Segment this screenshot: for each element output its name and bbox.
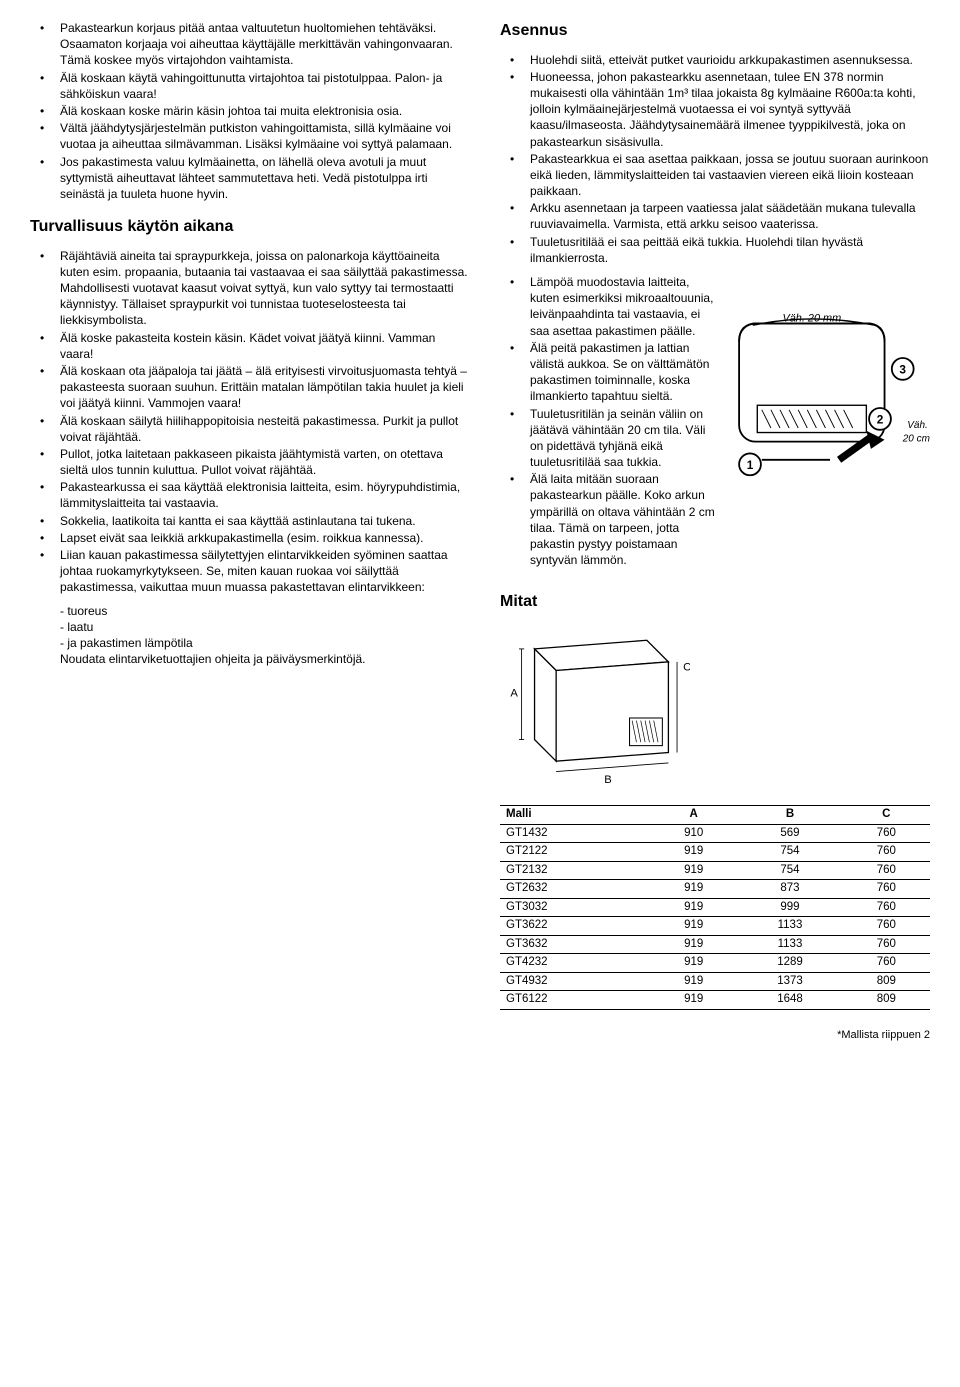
list-item: Älä koskaan säilytä hiilihappopitoisia n… [30, 413, 470, 445]
heading-dims: Mitat [500, 591, 930, 613]
table-row: GT61229191648809 [500, 991, 930, 1010]
list-item: Arkku asennetaan ja tarpeen vaatiessa ja… [500, 200, 930, 232]
svg-text:3: 3 [899, 362, 906, 376]
table-row: GT42329191289760 [500, 954, 930, 973]
safety-list: Räjähtäviä aineita tai spraypurkkeja, jo… [30, 248, 470, 596]
heading-install: Asennus [500, 20, 930, 42]
list-item: Lapset eivät saa leikkiä arkkupakastimel… [30, 530, 470, 546]
table-row: GT49329191373809 [500, 972, 930, 991]
table-row: GT2632919873760 [500, 880, 930, 899]
list-item: Räjähtäviä aineita tai spraypurkkeja, jo… [30, 248, 470, 329]
list-item: Pakastearkussa ei saa käyttää elektronis… [30, 479, 470, 511]
svg-text:2: 2 [877, 412, 884, 426]
list-item: Älä koskaan koske märin käsin johtoa tai… [30, 103, 470, 119]
table-row: GT2122919754760 [500, 843, 930, 862]
svg-text:C: C [683, 661, 690, 673]
dimensions-diagram: A B C [500, 623, 690, 791]
table-row: GT36329191133760 [500, 935, 930, 954]
table-header: Malli [500, 806, 650, 825]
list-item: Pakastearkkua ei saa asettaa paikkaan, j… [500, 151, 930, 200]
install-list-a: Huolehdi siitä, etteivät putket vaurioid… [500, 52, 930, 266]
list-item: Vältä jäähdytysjärjestelmän putkiston va… [30, 120, 470, 152]
list-item: Jos pakastimesta valuu kylmäainetta, on … [30, 154, 470, 203]
list-item: Älä koskaan ota jääpaloja tai jäätä – äl… [30, 363, 470, 412]
svg-text:1: 1 [747, 458, 754, 472]
list-item: Älä koskaan käytä vahingoittunutta virta… [30, 70, 470, 102]
intro-list: Pakastearkun korjaus pitää antaa valtuut… [30, 20, 470, 202]
list-item: Älä laita mitään suoraan pakastearkun pä… [500, 471, 718, 568]
table-header: B [737, 806, 842, 825]
table-row: GT36229191133760 [500, 917, 930, 936]
install-diagram: Väh. 20 mm 3 2 1 [730, 278, 930, 491]
svg-text:20 cm: 20 cm [902, 434, 930, 445]
list-item: Pullot, jotka laitetaan pakkaseen pikais… [30, 446, 470, 478]
dimensions-table: MalliABC GT1432910569760GT2122919754760G… [500, 805, 930, 1010]
install-list-b: Lämpöä muodostavia laitteita, kuten esim… [500, 274, 718, 569]
list-item: Liian kauan pakastimessa säilytettyjen e… [30, 547, 470, 596]
list-item: Tuuletusritilän ja seinän väliin on jäät… [500, 406, 718, 471]
list-item: Älä peitä pakastimen ja lattian välistä … [500, 340, 718, 405]
table-row: GT3032919999760 [500, 898, 930, 917]
list-item: Huolehdi siitä, etteivät putket vaurioid… [500, 52, 930, 68]
table-header: C [843, 806, 930, 825]
list-item: Pakastearkun korjaus pitää antaa valtuut… [30, 20, 470, 69]
table-row: GT2132919754760 [500, 861, 930, 880]
list-item: Sokkelia, laatikoita tai kantta ei saa k… [30, 513, 470, 529]
table-header: A [650, 806, 737, 825]
list-item: Tuuletusritilää ei saa peittää eikä tukk… [500, 234, 930, 266]
svg-text:B: B [604, 774, 611, 786]
list-item: Lämpöä muodostavia laitteita, kuten esim… [500, 274, 718, 339]
svg-text:Väh. 20 mm: Väh. 20 mm [782, 313, 841, 325]
safety-sublines: - tuoreus- laatu- ja pakastimen lämpötil… [30, 603, 470, 668]
list-item: Huoneessa, johon pakastearkku asennetaan… [500, 69, 930, 150]
list-item: Älä koske pakasteita kostein käsin. Käde… [30, 330, 470, 362]
table-row: GT1432910569760 [500, 824, 930, 843]
footer-note: *Mallista riippuen 2 [30, 1028, 930, 1043]
heading-safety: Turvallisuus käytön aikana [30, 216, 470, 238]
svg-text:A: A [510, 687, 518, 699]
svg-text:Väh.: Väh. [907, 420, 928, 431]
